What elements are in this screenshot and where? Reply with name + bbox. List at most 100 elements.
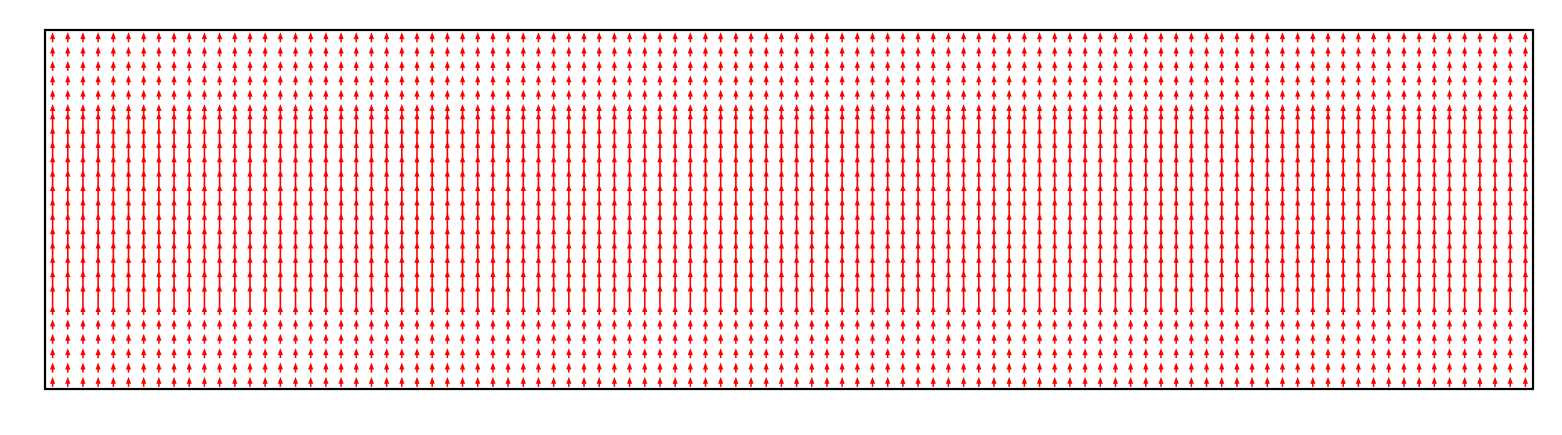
arrow-r12-c96 bbox=[1507, 198, 1513, 221]
arrow-r16-c9 bbox=[186, 140, 192, 164]
arrow-r20-c90 bbox=[1416, 89, 1422, 100]
arrow-r21-c85 bbox=[1340, 75, 1346, 86]
arrow-r13-c88 bbox=[1386, 184, 1392, 207]
arrow-r8-c13 bbox=[247, 255, 253, 279]
arrow-r13-c95 bbox=[1492, 184, 1498, 207]
arrow-r24-c55 bbox=[885, 32, 891, 43]
arrow-r22-c11 bbox=[217, 60, 223, 71]
arrow-r3-c6 bbox=[141, 333, 147, 344]
arrow-r13-c62 bbox=[991, 184, 997, 207]
arrow-r4-c81 bbox=[1279, 319, 1286, 330]
arrow-r5-c65 bbox=[1036, 305, 1043, 316]
arrow-r12-c59 bbox=[945, 198, 952, 221]
arrow-r9-c1 bbox=[65, 241, 71, 264]
arrow-r3-c53 bbox=[854, 333, 860, 344]
arrow-r5-c49 bbox=[793, 305, 800, 316]
arrow-r19-c1 bbox=[65, 103, 71, 114]
arrow-r1-c70 bbox=[1112, 362, 1119, 373]
arrow-r4-c93 bbox=[1462, 319, 1468, 330]
arrow-r22-c72 bbox=[1143, 60, 1149, 71]
arrow-r15-c25 bbox=[429, 155, 435, 178]
arrow-r16-c61 bbox=[976, 140, 982, 164]
arrow-r12-c1 bbox=[65, 198, 71, 221]
arrow-r17-c58 bbox=[930, 126, 936, 149]
arrow-r3-c20 bbox=[353, 333, 359, 344]
arrow-r1-c41 bbox=[672, 362, 678, 373]
arrow-r11-c31 bbox=[520, 212, 526, 235]
arrow-r15-c86 bbox=[1355, 155, 1361, 178]
arrow-r21-c53 bbox=[854, 75, 860, 86]
arrow-r12-c80 bbox=[1264, 198, 1270, 221]
arrow-r16-c19 bbox=[338, 140, 344, 164]
arrow-r21-c14 bbox=[262, 75, 268, 86]
arrow-r9-c5 bbox=[125, 241, 132, 264]
arrow-r18-c72 bbox=[1143, 112, 1149, 135]
arrow-r4-c80 bbox=[1264, 319, 1270, 330]
arrow-r0-c65 bbox=[1036, 376, 1043, 387]
arrow-r21-c50 bbox=[809, 75, 815, 86]
arrow-r13-c56 bbox=[900, 184, 906, 207]
arrow-r4-c87 bbox=[1370, 319, 1377, 330]
arrow-r9-c16 bbox=[292, 241, 299, 264]
arrow-r9-c88 bbox=[1386, 241, 1392, 264]
arrow-r17-c83 bbox=[1310, 126, 1316, 149]
arrow-r23-c89 bbox=[1401, 46, 1407, 57]
arrow-r19-c44 bbox=[718, 103, 724, 114]
arrow-r14-c93 bbox=[1462, 169, 1468, 192]
arrow-r22-c3 bbox=[95, 60, 101, 71]
arrow-r24-c53 bbox=[854, 32, 860, 43]
arrow-r1-c72 bbox=[1143, 362, 1149, 373]
arrow-r8-c57 bbox=[915, 255, 921, 279]
arrow-r19-c18 bbox=[323, 103, 329, 114]
arrow-r10-c23 bbox=[399, 227, 405, 250]
arrow-r2-c61 bbox=[976, 348, 982, 359]
arrow-r20-c76 bbox=[1203, 89, 1210, 100]
arrow-r2-c22 bbox=[384, 348, 390, 359]
arrow-r5-c55 bbox=[885, 305, 891, 316]
arrow-r12-c17 bbox=[308, 198, 314, 221]
arrow-r14-c28 bbox=[475, 169, 481, 192]
arrow-r15-c63 bbox=[1006, 155, 1012, 178]
arrow-r16-c18 bbox=[323, 140, 329, 164]
arrow-r12-c14 bbox=[262, 198, 268, 221]
arrow-r13-c75 bbox=[1188, 184, 1194, 207]
arrow-r10-c76 bbox=[1203, 227, 1210, 250]
arrow-r9-c60 bbox=[961, 241, 967, 264]
arrow-r16-c73 bbox=[1158, 140, 1164, 164]
arrow-r14-c6 bbox=[141, 169, 147, 192]
arrow-r15-c85 bbox=[1340, 155, 1346, 178]
arrow-r3-c69 bbox=[1097, 333, 1103, 344]
arrow-r0-c25 bbox=[429, 376, 435, 387]
arrow-r5-c77 bbox=[1219, 305, 1225, 316]
arrow-r16-c47 bbox=[763, 140, 769, 164]
arrow-r10-c68 bbox=[1082, 227, 1088, 250]
arrow-r11-c12 bbox=[232, 212, 238, 235]
arrow-r18-c54 bbox=[869, 112, 876, 135]
arrow-r23-c20 bbox=[353, 46, 359, 57]
arrow-r15-c52 bbox=[839, 155, 845, 178]
arrow-r20-c11 bbox=[217, 89, 223, 100]
arrow-r5-c10 bbox=[201, 305, 208, 316]
arrow-r4-c10 bbox=[201, 319, 208, 330]
arrow-r12-c8 bbox=[171, 198, 177, 221]
arrow-r17-c39 bbox=[642, 126, 648, 149]
arrow-r19-c60 bbox=[961, 103, 967, 114]
arrow-r3-c44 bbox=[718, 333, 724, 344]
arrow-r8-c6 bbox=[141, 255, 147, 279]
arrow-r5-c48 bbox=[778, 305, 785, 316]
arrow-r14-c58 bbox=[930, 169, 936, 192]
arrow-r6-c3 bbox=[95, 284, 101, 307]
arrow-r0-c18 bbox=[323, 376, 329, 387]
arrow-r20-c91 bbox=[1431, 89, 1437, 100]
arrow-r24-c84 bbox=[1325, 32, 1331, 43]
arrow-r8-c51 bbox=[824, 255, 830, 279]
arrow-r16-c21 bbox=[368, 140, 375, 164]
arrow-r13-c13 bbox=[247, 184, 253, 207]
arrow-r12-c63 bbox=[1006, 198, 1012, 221]
arrow-r22-c29 bbox=[490, 60, 496, 71]
arrow-r22-c32 bbox=[535, 60, 542, 71]
arrow-r9-c53 bbox=[854, 241, 860, 264]
arrow-r23-c2 bbox=[80, 46, 86, 57]
arrow-r1-c54 bbox=[869, 362, 876, 373]
arrow-r22-c42 bbox=[687, 60, 693, 71]
